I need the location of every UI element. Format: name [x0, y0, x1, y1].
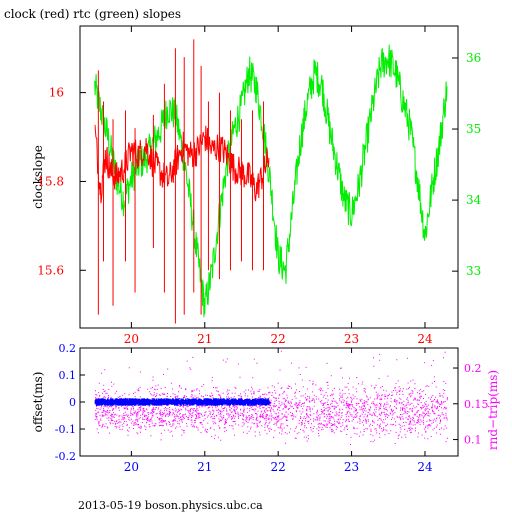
top-y-left-tick-label: 15.6	[37, 263, 64, 277]
top-ylabel: clockslope	[31, 145, 45, 209]
bottom-panel: offset(ms) rnd−trip(ms) 20 21 22 23 24 0.2 0.1…	[31, 342, 500, 474]
top-x-tick-label: 22	[271, 332, 286, 346]
top-y-right-tick-label: 36	[466, 51, 481, 65]
bottom-y-left-tick-label: 0.2	[59, 342, 77, 355]
top-y-right-tick-label: 34	[466, 193, 482, 207]
offset-band	[94, 400, 270, 404]
top-y-right-tick-label: 33	[466, 264, 481, 278]
top-x-tick-label: 21	[197, 332, 212, 346]
bottom-x-tick-label: 24	[417, 460, 433, 474]
top-plot-frame	[79, 25, 459, 329]
bottom-x-tick-label: 23	[344, 460, 359, 474]
bottom-x-tick-label: 20	[124, 460, 139, 474]
top-x-tick-label: 23	[344, 332, 359, 346]
top-panel: clockslope 20 21 22 23 24 15.6 15.8 16 33 34 35 36	[31, 25, 482, 346]
bottom-y-right-tick-label: 0.2	[464, 362, 482, 375]
clock-series-line	[94, 124, 270, 204]
bottom-y-left-tick-label: -0.2	[55, 450, 76, 463]
top-y-left-tick-label: 15.8	[37, 174, 64, 188]
top-ticks-group: 20 21 22 23 24 15.6 15.8 16 33 34 35 36	[37, 26, 482, 346]
top-x-tick-label: 20	[124, 332, 139, 346]
chart-title: clock (red) rtc (green) slopes	[4, 7, 181, 21]
bottom-ticks-group: 20 21 22 23 24 0.2 0.1 0 -0.1 -0.2 0.2 0.15 0.1	[55, 342, 489, 474]
bottom-x-tick-label: 21	[197, 460, 212, 474]
rnd-trip-points	[94, 350, 448, 445]
bottom-series-group	[94, 350, 448, 445]
bottom-ylabel-left: offset(ms)	[31, 372, 45, 433]
footer-text: 2013-05-19 boson.physics.ubc.ca	[78, 499, 263, 512]
rtc-series-line	[94, 44, 448, 318]
bottom-y-left-tick-label: 0	[69, 396, 76, 409]
bottom-y-left-tick-label: 0.1	[59, 369, 77, 382]
bottom-y-right-tick-label: 0.1	[464, 434, 482, 447]
top-y-right-tick-label: 35	[466, 122, 481, 136]
bottom-ylabel-right: rnd−trip(ms)	[486, 370, 500, 450]
bottom-y-left-tick-label: -0.1	[55, 423, 76, 436]
bottom-y-right-tick-label: 0.15	[464, 398, 489, 411]
bottom-x-tick-label: 22	[271, 460, 286, 474]
top-y-left-tick-label: 16	[49, 86, 64, 100]
top-x-tick-label: 24	[417, 332, 433, 346]
top-series-group	[94, 39, 448, 324]
